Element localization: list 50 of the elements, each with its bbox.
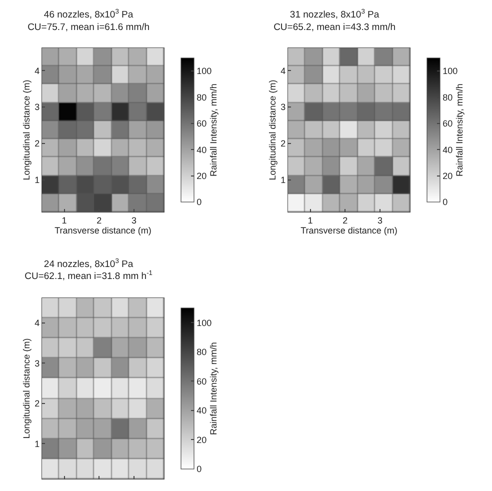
y-tick-label: 1 bbox=[34, 175, 40, 186]
y-axis-title: Longitudinal distance (m) bbox=[22, 80, 32, 180]
color-bar-label: 80 bbox=[196, 92, 207, 102]
color-bar-label: 100 bbox=[196, 66, 212, 76]
x-tick-label: 2 bbox=[96, 215, 102, 226]
x-tick-label: 1 bbox=[62, 215, 67, 226]
chart-title: 46 nozzles, 8x10$^{3}$ Pa bbox=[44, 8, 134, 21]
y-axis-title: Longitudinal distance (m) bbox=[268, 80, 278, 180]
y-tick-label: 2 bbox=[34, 138, 40, 149]
y-tick-label: 4 bbox=[34, 318, 40, 328]
color-bar-label: 0 bbox=[196, 464, 202, 474]
y-tick-label: 4 bbox=[34, 66, 40, 76]
color-bar-label: 0 bbox=[196, 197, 202, 208]
y-tick-label: 2 bbox=[34, 398, 40, 409]
y-axis-title: Longitudinal distance (m) bbox=[22, 338, 32, 439]
y-tick-label: 1 bbox=[34, 438, 40, 449]
color-bar-label: 20 bbox=[196, 170, 207, 181]
color-bar-label: 0 bbox=[442, 197, 448, 208]
color-bar-title: Rainfall Intensity, mm/h bbox=[454, 84, 465, 176]
color-bar-label: 40 bbox=[196, 406, 207, 416]
y-tick-label: 3 bbox=[34, 102, 40, 112]
x-axis-title: Transverse distance (m) bbox=[300, 225, 398, 236]
x-tick-label: 3 bbox=[378, 215, 383, 226]
chart-subtitle: CU=75.7, mean i=61.6 mm/h bbox=[28, 22, 150, 33]
chart-subtitle: CU=62.1, mean i=31.8 mm h$^{-1}$ bbox=[24, 270, 153, 282]
color-bar-label: 60 bbox=[442, 118, 453, 129]
x-axis-title: Transverse distance (m) bbox=[54, 225, 152, 236]
color-bar-label: 40 bbox=[442, 144, 453, 155]
x-tick-label: 3 bbox=[132, 215, 137, 226]
color-bar-label: 100 bbox=[196, 318, 212, 328]
chart-title: 24 nozzles, 8x10$^{3}$ Pa bbox=[44, 258, 134, 270]
chart-title: 31 nozzles, 8x10$^{3}$ Pa bbox=[290, 8, 380, 21]
y-tick-label: 3 bbox=[34, 358, 40, 368]
color-bar-label: 40 bbox=[196, 144, 207, 155]
color-bar-label: 100 bbox=[442, 66, 458, 76]
x-tick-label: 2 bbox=[342, 215, 348, 226]
y-tick-label: 1 bbox=[280, 175, 286, 186]
color-bar-label: 60 bbox=[196, 118, 207, 129]
y-tick-label: 2 bbox=[280, 138, 286, 149]
color-bar-title: Rainfall Intensity, mm/h bbox=[208, 342, 219, 435]
color-bar-label: 80 bbox=[442, 92, 453, 102]
color-bar-label: 20 bbox=[196, 434, 207, 445]
y-tick-label: 4 bbox=[280, 66, 286, 76]
x-tick-label: 1 bbox=[308, 215, 313, 226]
color-bar-label: 80 bbox=[196, 347, 207, 358]
color-bar-title: Rainfall Intensity, mm/h bbox=[208, 84, 219, 176]
chart-subtitle: CU=65.2, mean i=43.3 mm/h bbox=[274, 22, 396, 33]
color-bar-label: 20 bbox=[442, 170, 453, 181]
y-tick-label: 3 bbox=[280, 102, 286, 112]
color-bar-label: 60 bbox=[196, 376, 207, 386]
